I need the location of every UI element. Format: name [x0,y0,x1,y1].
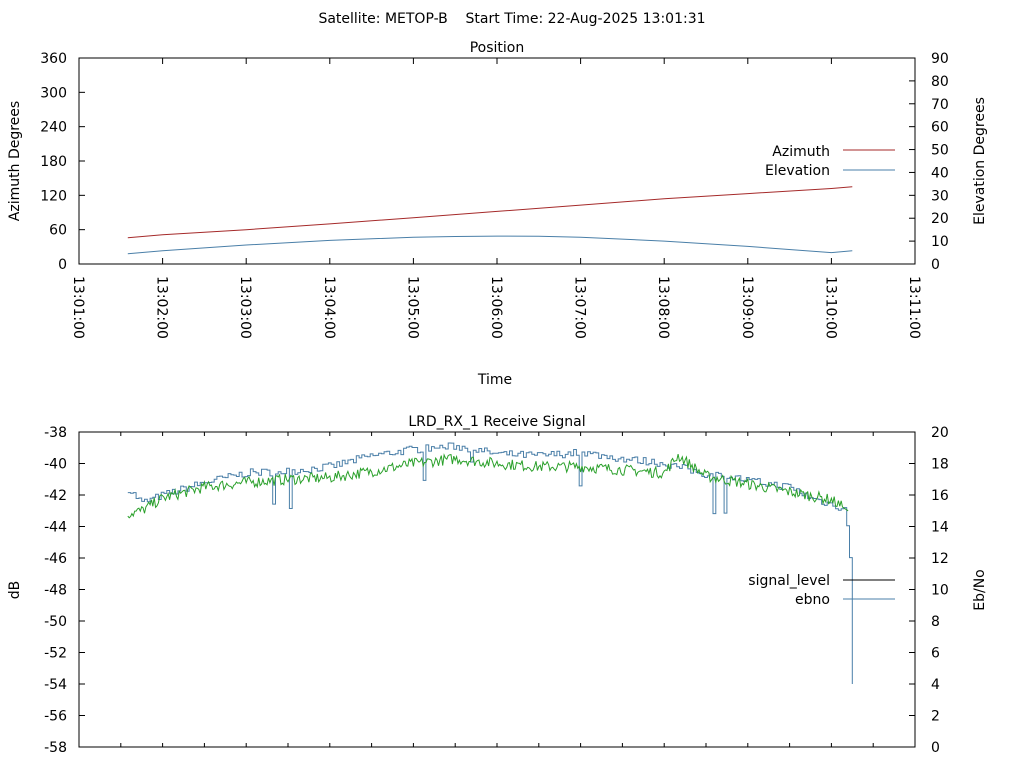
pos-x-tick-label: 13:10:00 [822,276,838,339]
sig-y2-tick-label: 12 [931,551,949,567]
pos-x-tick-label: 13:02:00 [154,276,170,339]
signal-plot-frame [78,431,916,748]
pos-y-tick-label: 360 [40,51,67,67]
pos-x-tick-label: 13:04:00 [321,276,337,339]
ebno-series-line [127,442,853,684]
sig-y-tick-label: -54 [44,677,67,693]
pos-y2-tick-label: 90 [931,51,949,67]
legend-azimuth-label: Azimuth [772,144,830,160]
sig-y-tick-label: -44 [44,520,67,536]
sig-y2-tick-label: 8 [931,614,940,630]
legend-ebno-label: ebno [795,592,830,608]
sig-y2-tick-label: 14 [931,520,949,536]
signal-legend: signal_level ebno [748,573,895,608]
sig-y-tick-label: -40 [44,457,67,473]
sig-y2-tick-label: 10 [931,583,949,599]
pos-x-tick-label: 13:07:00 [572,276,588,339]
pos-y-tick-label: 0 [58,257,67,273]
pos-y2-tick-label: 40 [931,165,949,181]
pos-y2-tick-label: 50 [931,143,949,159]
pos-y-tick-label: 60 [49,223,67,239]
signal-y-axis: -38 -40 -42 -44 -46 -48 -50 -52 -54 -56 -58 [44,425,85,756]
sig-y-tick-label: -50 [44,614,67,630]
pos-x-tick-label: 13:01:00 [70,276,86,339]
position-y-axis: 0 60 120 180 240 300 360 [40,51,85,273]
legend-signal-level-label: signal_level [748,573,830,589]
sig-y-tick-label: -46 [44,551,67,567]
position-y2-axis: 0 10 20 30 40 50 60 70 80 90 [909,51,949,273]
pos-y2-tick-label: 30 [931,188,949,204]
position-x-axis-label: Time [477,372,512,388]
sig-y-tick-label: -52 [44,646,67,662]
pos-x-tick-label: 13:08:00 [655,276,671,339]
sig-y-tick-label: -56 [44,709,67,725]
sig-y-tick-label: -58 [44,740,67,756]
pos-y-tick-label: 180 [40,154,67,170]
pos-y2-tick-label: 0 [931,257,940,273]
pos-y-tick-label: 240 [40,120,67,136]
page-title: Satellite: METOP-B Start Time: 22-Aug-20… [318,11,705,27]
legend-elevation-label: Elevation [765,163,830,179]
elevation-series-line [127,235,853,255]
signal-y-axis-label: dB [7,581,23,600]
position-chart: Position 0 60 120 180 240 300 360 0 10 20 30 40 50 6… [7,40,988,388]
sig-y-tick-label: -38 [44,425,67,441]
position-legend: Azimuth Elevation [765,144,895,179]
pos-y2-tick-label: 10 [931,234,949,250]
signal-chart-title: LRD_RX_1 Receive Signal [408,414,585,430]
pos-y-tick-label: 120 [40,188,67,204]
sig-y-tick-label: -48 [44,583,67,599]
pos-x-tick-label: 13:06:00 [488,276,504,339]
pos-y2-tick-label: 20 [931,211,949,227]
sig-y2-tick-label: 4 [931,677,940,693]
position-chart-title: Position [470,40,525,56]
sig-y2-tick-label: 16 [931,488,949,504]
pos-x-tick-label: 13:11:00 [906,276,922,339]
signal-chart: LRD_RX_1 Receive Signal -38-40-42-44-46-… [7,414,988,756]
pos-x-tick-label: 13:09:00 [739,276,755,339]
sig-y2-tick-label: 6 [931,646,940,662]
signal-y2-axis-label: Eb/No [972,569,988,611]
position-y2-axis-label: Elevation Degrees [972,97,988,225]
sig-y2-tick-label: 20 [931,425,949,441]
pos-y2-tick-label: 70 [931,97,949,113]
position-x-axis: 13:01:00 13:02:00 13:03:00 13:04:00 13:05:00… [70,58,922,339]
sig-y-tick-label: -42 [44,488,67,504]
signal-level-series-line [127,453,849,519]
pos-y2-tick-label: 60 [931,120,949,136]
pos-x-tick-label: 13:03:00 [237,276,253,339]
signal-x-axis [78,432,916,747]
azimuth-series-line [127,186,853,239]
sig-y2-tick-label: 2 [931,709,940,725]
position-plot-frame [78,57,916,265]
position-y-axis-label: Azimuth Degrees [7,101,23,221]
sig-y2-tick-label: 0 [931,740,940,756]
pos-y2-tick-label: 80 [931,74,949,90]
pos-y-tick-label: 300 [40,85,67,101]
pos-x-tick-label: 13:05:00 [404,276,420,339]
sig-y2-tick-label: 18 [931,457,949,473]
